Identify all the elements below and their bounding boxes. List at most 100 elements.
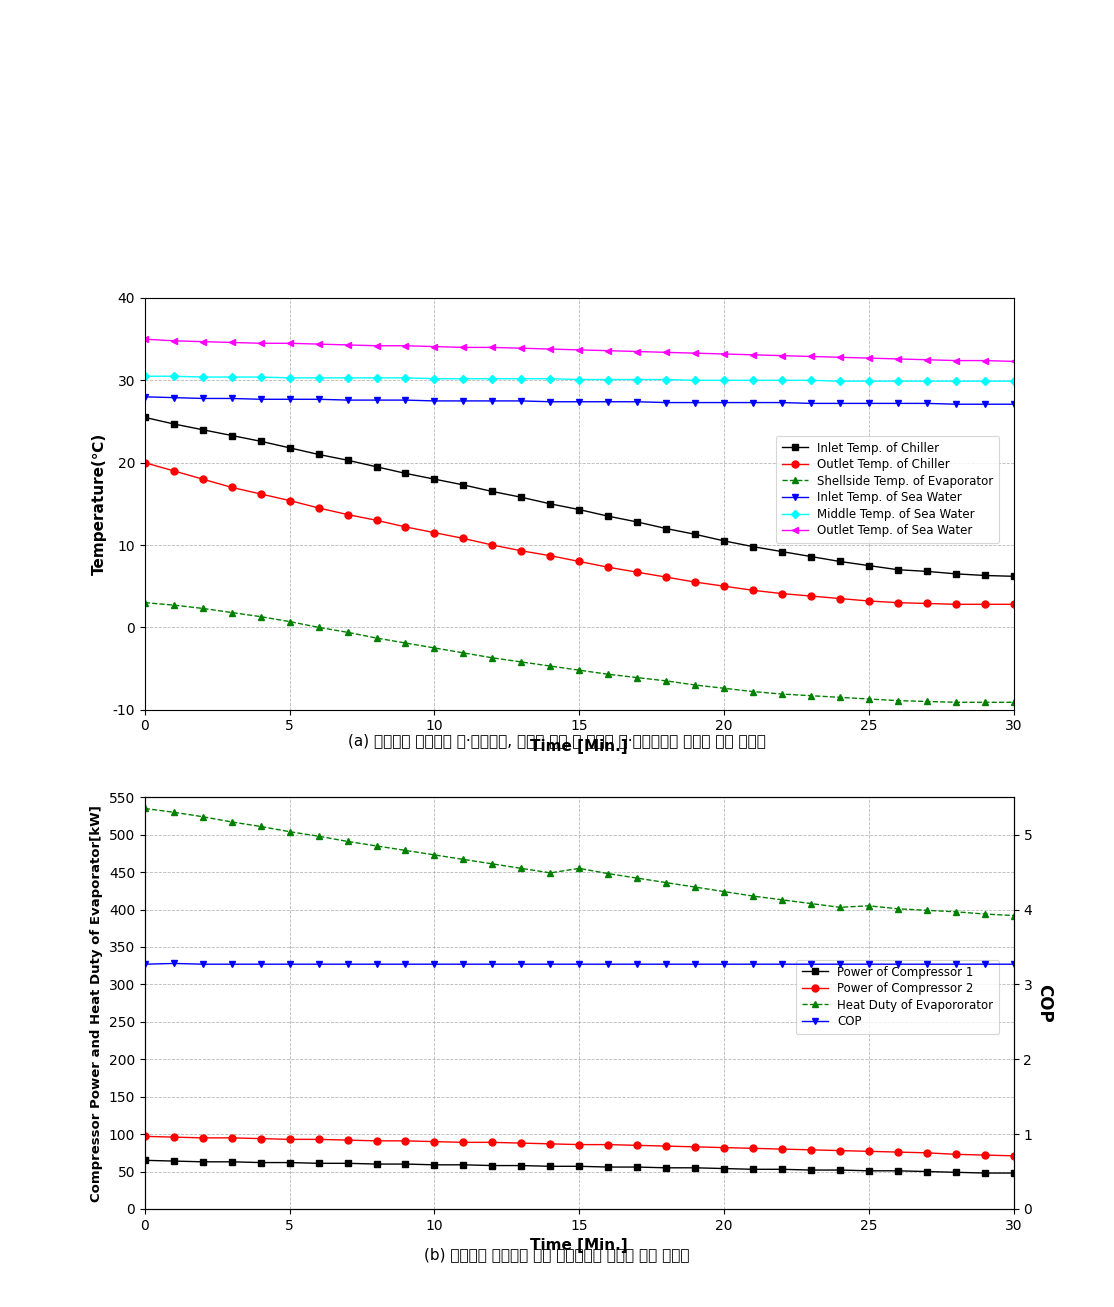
COP — [254, 957, 267, 972]
Heat Duty of Evapororator — [341, 834, 354, 850]
Heat Duty of Evapororator — [949, 904, 962, 920]
Power of Compressor 1 — [949, 1165, 962, 1180]
COP — [225, 957, 238, 972]
Middle Temp. of Sea Water — [717, 372, 731, 388]
Inlet Temp. of Sea Water — [920, 396, 934, 412]
Outlet Temp. of Chiller — [978, 596, 991, 612]
Power of Compressor 2 — [688, 1138, 702, 1154]
Heat Duty of Evapororator — [573, 860, 586, 876]
Outlet Temp. of Chiller — [138, 455, 152, 471]
Inlet Temp. of Chiller — [862, 558, 876, 574]
Line: Middle Temp. of Sea Water: Middle Temp. of Sea Water — [143, 374, 1016, 384]
COP — [167, 955, 180, 971]
COP — [341, 957, 354, 972]
Power of Compressor 2 — [283, 1132, 296, 1148]
Outlet Temp. of Sea Water — [341, 337, 354, 353]
Inlet Temp. of Sea Water — [196, 391, 209, 406]
Shellside Temp. of Evaporator — [920, 694, 934, 710]
Middle Temp. of Sea Water — [399, 370, 412, 386]
Inlet Temp. of Chiller — [312, 447, 325, 463]
Power of Compressor 2 — [891, 1144, 905, 1159]
Power of Compressor 1 — [659, 1161, 673, 1176]
Outlet Temp. of Sea Water — [746, 346, 760, 362]
Outlet Temp. of Chiller — [602, 559, 615, 575]
Outlet Temp. of Chiller — [746, 583, 760, 599]
Inlet Temp. of Sea Water — [775, 395, 789, 410]
Inlet Temp. of Chiller — [370, 459, 383, 474]
Power of Compressor 2 — [167, 1129, 180, 1145]
Power of Compressor 1 — [138, 1153, 152, 1168]
Power of Compressor 1 — [891, 1163, 905, 1179]
COP — [399, 957, 412, 972]
Middle Temp. of Sea Water — [167, 369, 180, 384]
Power of Compressor 2 — [920, 1145, 934, 1161]
Heat Duty of Evapororator — [225, 814, 238, 830]
Power of Compressor 2 — [544, 1136, 557, 1151]
Heat Duty of Evapororator — [196, 809, 209, 825]
Inlet Temp. of Chiller — [428, 472, 441, 488]
Power of Compressor 1 — [833, 1162, 847, 1178]
Outlet Temp. of Chiller — [254, 486, 267, 502]
Shellside Temp. of Evaporator — [862, 691, 876, 707]
Legend: Power of Compressor 1, Power of Compressor 2, Heat Duty of Evapororator, COP: Power of Compressor 1, Power of Compress… — [795, 959, 999, 1034]
Shellside Temp. of Evaporator — [833, 690, 847, 706]
COP — [515, 957, 528, 972]
Heat Duty of Evapororator — [283, 823, 296, 839]
COP — [573, 957, 586, 972]
Outlet Temp. of Sea Water — [920, 352, 934, 367]
Inlet Temp. of Chiller — [688, 527, 702, 542]
Inlet Temp. of Sea Water — [428, 393, 441, 409]
Inlet Temp. of Chiller — [775, 544, 789, 559]
Inlet Temp. of Sea Water — [370, 392, 383, 408]
Inlet Temp. of Chiller — [283, 440, 296, 456]
Y-axis label: COP: COP — [1035, 984, 1053, 1022]
Power of Compressor 2 — [341, 1132, 354, 1148]
Middle Temp. of Sea Water — [862, 374, 876, 389]
Power of Compressor 2 — [196, 1131, 209, 1146]
Shellside Temp. of Evaporator — [631, 669, 644, 685]
Outlet Temp. of Chiller — [891, 595, 905, 610]
Inlet Temp. of Sea Water — [1007, 396, 1020, 412]
Outlet Temp. of Chiller — [659, 570, 673, 586]
Shellside Temp. of Evaporator — [717, 681, 731, 697]
Inlet Temp. of Chiller — [196, 422, 209, 438]
Middle Temp. of Sea Water — [196, 369, 209, 384]
Inlet Temp. of Sea Water — [631, 393, 644, 409]
Shellside Temp. of Evaporator — [775, 686, 789, 702]
Outlet Temp. of Sea Water — [804, 349, 818, 365]
Line: Power of Compressor 1: Power of Compressor 1 — [141, 1157, 1017, 1176]
Inlet Temp. of Chiller — [659, 520, 673, 536]
Shellside Temp. of Evaporator — [399, 635, 412, 651]
Inlet Temp. of Chiller — [341, 452, 354, 468]
Outlet Temp. of Chiller — [341, 507, 354, 523]
Shellside Temp. of Evaporator — [312, 620, 325, 635]
Middle Temp. of Sea Water — [225, 369, 238, 384]
Power of Compressor 2 — [370, 1133, 383, 1149]
Outlet Temp. of Sea Water — [978, 353, 991, 369]
Heat Duty of Evapororator — [138, 801, 152, 817]
Shellside Temp. of Evaporator — [283, 614, 296, 630]
Power of Compressor 2 — [515, 1136, 528, 1151]
Middle Temp. of Sea Water — [544, 371, 557, 387]
Heat Duty of Evapororator — [659, 874, 673, 890]
Inlet Temp. of Sea Water — [312, 391, 325, 406]
Inlet Temp. of Sea Water — [891, 396, 905, 412]
Shellside Temp. of Evaporator — [1007, 694, 1020, 710]
Shellside Temp. of Evaporator — [457, 646, 470, 661]
Outlet Temp. of Chiller — [862, 593, 876, 609]
Outlet Temp. of Sea Water — [225, 335, 238, 350]
Shellside Temp. of Evaporator — [978, 694, 991, 710]
Middle Temp. of Sea Water — [254, 369, 267, 384]
Shellside Temp. of Evaporator — [602, 667, 615, 682]
Power of Compressor 1 — [920, 1163, 934, 1179]
Outlet Temp. of Chiller — [775, 586, 789, 601]
COP — [602, 957, 615, 972]
Outlet Temp. of Sea Water — [659, 345, 673, 361]
COP — [283, 957, 296, 972]
Heat Duty of Evapororator — [833, 899, 847, 915]
X-axis label: Time [Min.]: Time [Min.] — [530, 1238, 628, 1253]
Inlet Temp. of Sea Water — [602, 393, 615, 409]
Shellside Temp. of Evaporator — [167, 597, 180, 613]
COP — [862, 957, 876, 972]
COP — [775, 957, 789, 972]
